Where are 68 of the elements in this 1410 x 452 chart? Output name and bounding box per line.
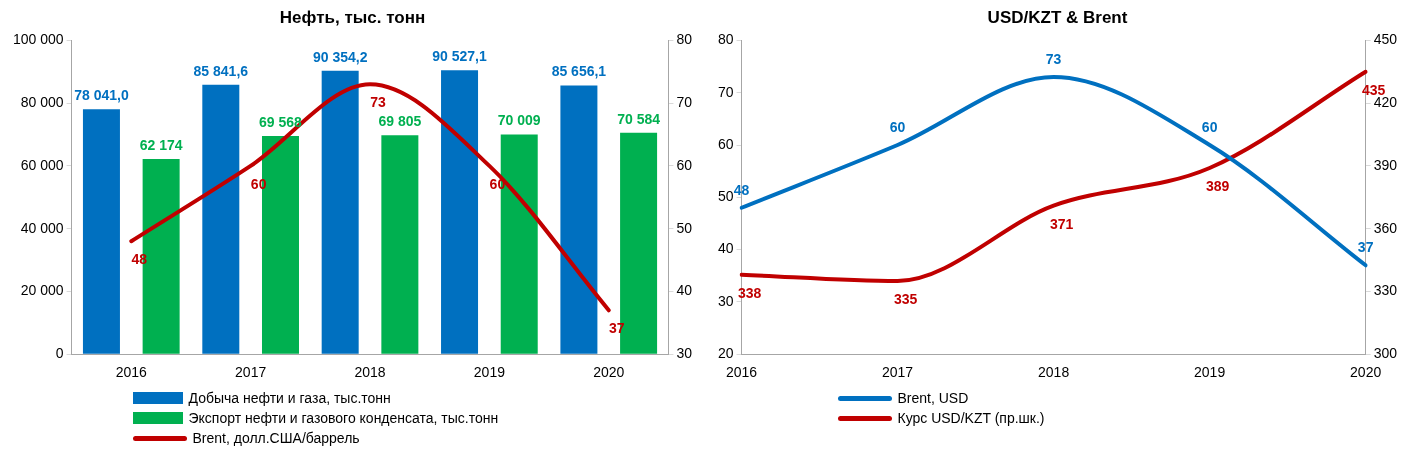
data-label: 48 — [733, 181, 750, 198]
data-label: 37 — [1357, 239, 1374, 256]
y-tick-label: 20 000 — [20, 282, 64, 299]
y-tick-label: 60 — [717, 135, 734, 152]
bar — [82, 109, 120, 354]
y2-tick-label: 300 — [1373, 345, 1398, 362]
x-tick-label: 2020 — [593, 364, 625, 381]
x-tick-label: 2016 — [115, 364, 148, 381]
x-tick-label: 2018 — [1038, 364, 1070, 381]
y2-tick-label: 50 — [676, 219, 693, 236]
y-tick-label: 100 000 — [13, 31, 64, 48]
data-label: 60 — [889, 118, 906, 135]
data-label: 85 841,6 — [193, 62, 249, 79]
y-tick-label: 0 — [55, 345, 64, 362]
y-tick-label: 80 — [717, 31, 734, 48]
y-tick-label: 80 000 — [20, 94, 64, 111]
bar — [202, 84, 240, 354]
y2-tick-label: 40 — [676, 282, 693, 299]
data-label: 73 — [370, 94, 387, 111]
bar — [560, 85, 598, 354]
x-tick-label: 2020 — [1350, 364, 1382, 381]
bar — [381, 135, 419, 354]
y-tick-label: 20 — [717, 345, 734, 362]
x-tick-label: 2016 — [725, 364, 758, 381]
x-tick-label: 2019 — [1194, 364, 1226, 381]
chart-title: USD/KZT & Brent — [987, 7, 1128, 27]
data-label: 69 568 — [259, 113, 303, 130]
data-label: 60 — [1201, 118, 1218, 135]
data-label: 70 584 — [617, 110, 661, 127]
x-tick-label: 2018 — [354, 364, 386, 381]
y-tick-label: 70 — [717, 83, 734, 100]
bar — [321, 70, 359, 354]
legend-label: Добыча нефти и газа, тыс.тонн — [188, 390, 391, 406]
x-tick-label: 2019 — [473, 364, 506, 381]
x-tick-label: 2017 — [235, 364, 267, 381]
data-label: 78 041,0 — [74, 87, 129, 104]
y2-tick-label: 30 — [676, 345, 693, 362]
data-label: 338 — [737, 284, 762, 301]
data-label: 62 174 — [139, 136, 183, 153]
data-label: 73 — [1045, 50, 1062, 67]
legend-label: Brent, долл.США/баррель — [192, 430, 360, 446]
x-tick-label: 2017 — [882, 364, 914, 381]
data-label: 371 — [1049, 215, 1074, 232]
y-tick-label: 40 — [717, 240, 734, 257]
legend-label: Экспорт нефти и газового конденсата, тыс.тонн — [188, 410, 499, 426]
chart-title: Нефть, тыс. тонн — [279, 7, 426, 27]
bar — [441, 70, 479, 354]
y2-tick-label: 60 — [676, 156, 693, 173]
data-label: 70 009 — [497, 112, 541, 129]
line-series — [129, 82, 611, 313]
data-label: 335 — [893, 290, 918, 307]
data-label: 389 — [1205, 177, 1230, 194]
y2-tick-label: 80 — [676, 31, 693, 48]
y2-tick-label: 330 — [1373, 282, 1398, 299]
y2-tick-label: 70 — [676, 94, 693, 111]
data-label: 69 805 — [378, 113, 422, 130]
y-tick-label: 50 — [717, 188, 734, 205]
data-label: 90 527,1 — [432, 47, 487, 64]
data-label: 85 656,1 — [551, 63, 607, 80]
legend-label: Brent, USD — [897, 390, 969, 406]
y2-tick-label: 450 — [1373, 31, 1398, 48]
data-label: 90 354,2 — [312, 48, 368, 65]
legend-label: Курс USD/KZT (пр.шк.) — [897, 410, 1045, 426]
y-tick-label: 30 — [717, 292, 734, 309]
y-tick-label: 60 000 — [20, 156, 64, 173]
y2-tick-label: 360 — [1373, 219, 1398, 236]
y-tick-label: 40 000 — [20, 219, 64, 236]
y2-tick-label: 390 — [1373, 156, 1398, 173]
